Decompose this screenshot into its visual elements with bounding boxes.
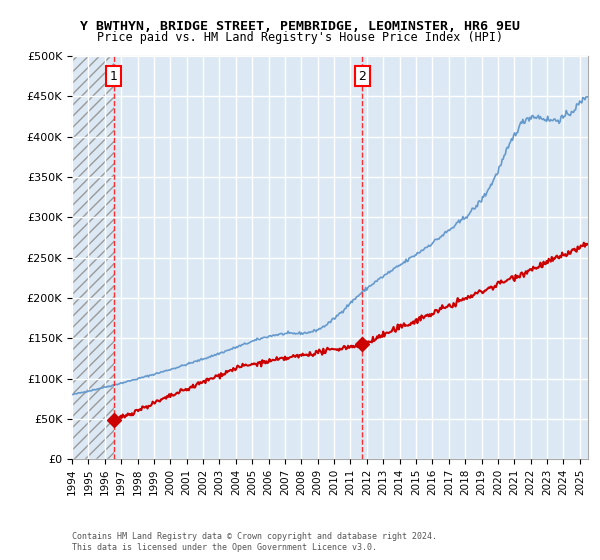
Bar <box>72 56 114 459</box>
Text: 2: 2 <box>358 69 367 83</box>
Text: Price paid vs. HM Land Registry's House Price Index (HPI): Price paid vs. HM Land Registry's House … <box>97 31 503 44</box>
Text: Y BWTHYN, BRIDGE STREET, PEMBRIDGE, LEOMINSTER, HR6 9EU: Y BWTHYN, BRIDGE STREET, PEMBRIDGE, LEOM… <box>80 20 520 32</box>
Text: Contains HM Land Registry data © Crown copyright and database right 2024.
This d: Contains HM Land Registry data © Crown c… <box>72 532 437 552</box>
Text: 1: 1 <box>110 69 118 83</box>
